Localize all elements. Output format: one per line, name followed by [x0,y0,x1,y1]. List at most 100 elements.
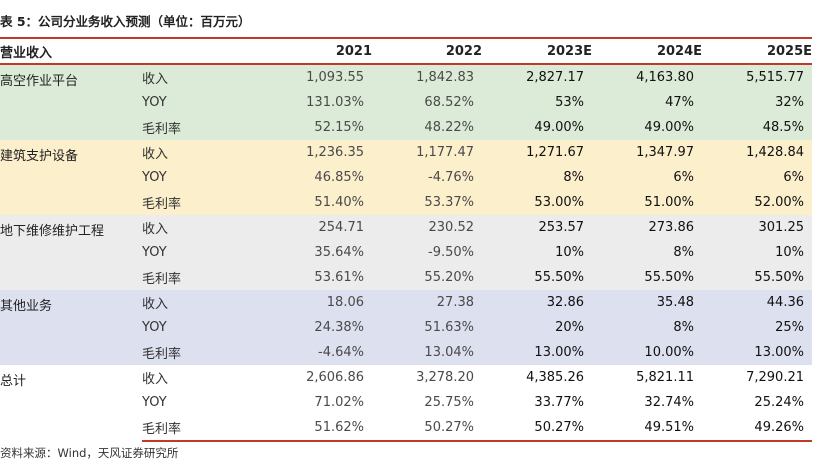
segment-name: 地下维修维护工程 [0,224,105,239]
segment-name: 高空作业平台 [0,74,79,89]
value-cell: 1,428.84 [746,145,804,160]
metric-label: 毛利率 [142,415,262,442]
value-cell: 10.00% [644,345,694,360]
value-cell: -9.50% [428,245,474,260]
metric-label: 收入 [142,297,169,312]
value-cell: 5,515.77 [746,70,804,85]
header-metric-blank [142,37,262,65]
table-row: 高空作业平台 收入 1,093.55 1,842.83 2,827.17 4,163.80… [0,64,812,90]
metric-label: YOY [142,245,167,260]
value-cell: 7,290.21 [746,370,804,385]
value-cell: 5,821.11 [636,370,694,385]
value-cell: 24.38% [314,320,364,335]
segment-name: 其他业务 [0,299,53,314]
value-cell: 1,347.97 [636,145,694,160]
metric-label: 收入 [142,147,169,162]
value-cell: 55.50% [534,270,584,285]
value-cell: 49.51% [592,415,702,442]
header-year: 2024E [592,37,702,65]
metric-label: 毛利率 [142,272,182,287]
table-header: 营业收入 2021 2022 2023E 2024E 2025E [0,37,812,65]
segment-name: 建筑支护设备 [0,149,79,164]
header-year: 2021 [262,37,372,65]
value-cell: 48.22% [424,120,474,135]
revenue-forecast-table: 营业收入 2021 2022 2023E 2024E 2025E 高空作业平台收… [0,37,812,442]
value-cell: 3,278.20 [416,370,474,385]
value-cell: 2,606.86 [306,370,364,385]
value-cell: 10% [555,245,584,260]
value-cell: 4,385.26 [526,370,584,385]
value-cell: 49.26% [702,415,812,442]
value-cell: 35.48 [656,295,694,310]
value-cell: 6% [673,170,694,185]
metric-label: 收入 [142,222,169,237]
value-cell: 32% [775,95,804,110]
value-cell: 52.00% [754,195,804,210]
value-cell: 8% [673,245,694,260]
value-cell: 47% [665,95,694,110]
value-cell: 1,236.35 [306,145,364,160]
value-cell: 1,177.47 [416,145,474,160]
value-cell: -4.64% [318,345,364,360]
value-cell: 1,842.83 [416,70,474,85]
value-cell: 53.00% [534,195,584,210]
value-cell: 35.64% [314,245,364,260]
value-cell: 53% [555,95,584,110]
header-year: 2022 [372,37,482,65]
table-body: 高空作业平台 收入 1,093.55 1,842.83 2,827.17 4,163.80… [0,64,812,442]
value-cell: 6% [783,170,804,185]
value-cell: 50.27% [372,415,482,442]
value-cell: 1,093.55 [306,70,364,85]
value-cell: 44.36 [766,295,804,310]
value-cell: 131.03% [306,95,364,110]
value-cell: 51.62% [262,415,372,442]
value-cell: 25% [775,320,804,335]
table-row: 其他业务 收入 18.06 27.38 32.86 35.48 44.36 [0,290,812,315]
value-cell: 51.40% [314,195,364,210]
metric-label: YOY [142,170,167,185]
value-cell: 68.52% [424,95,474,110]
value-cell: 4,163.80 [636,70,694,85]
value-cell: 8% [673,320,694,335]
value-cell: 51.63% [424,320,474,335]
value-cell: 2,827.17 [526,70,584,85]
value-cell: -4.76% [428,170,474,185]
value-cell: 273.86 [648,220,695,235]
table-row: 地下维修维护工程 收入 254.71 230.52 253.57 273.86 301.25 [0,215,812,240]
metric-label: 毛利率 [142,347,182,362]
value-cell: 25.24% [754,395,804,410]
metric-label: 毛利率 [142,197,182,212]
value-cell: 49.00% [534,120,584,135]
metric-label: 收入 [142,72,169,87]
value-cell: 18.06 [326,295,364,310]
value-cell: 27.38 [436,295,474,310]
value-cell: 49.00% [644,120,694,135]
value-cell: 50.27% [482,415,592,442]
value-cell: 55.50% [644,270,694,285]
value-cell: 254.71 [318,220,365,235]
value-cell: 32.74% [644,395,694,410]
value-cell: 71.02% [314,395,364,410]
value-cell: 13.00% [754,345,804,360]
value-cell: 51.00% [644,195,694,210]
metric-label: YOY [142,95,167,110]
value-cell: 33.77% [534,395,584,410]
value-cell: 301.25 [758,220,805,235]
value-cell: 55.50% [754,270,804,285]
table-row: 建筑支护设备 收入 1,236.35 1,177.47 1,271.67 1,347.97… [0,140,812,165]
value-cell: 13.04% [424,345,474,360]
value-cell: 52.15% [314,120,364,135]
table-row: 毛利率 51.62% 50.27% 50.27% 49.51% 49.26% [0,415,812,442]
source-note: 资料来源：Wind，天风证券研究所 [0,446,179,460]
header-label: 营业收入 [0,37,142,65]
segment-name: 总计 [0,374,27,389]
header-year: 2025E [702,37,812,65]
metric-label: 收入 [142,372,169,387]
metric-label: 毛利率 [142,122,182,137]
value-cell: 20% [555,320,584,335]
value-cell: 32.86 [546,295,584,310]
value-cell: 13.00% [534,345,584,360]
value-cell: 48.5% [762,120,804,135]
header-year: 2023E [482,37,592,65]
value-cell: 55.20% [424,270,474,285]
